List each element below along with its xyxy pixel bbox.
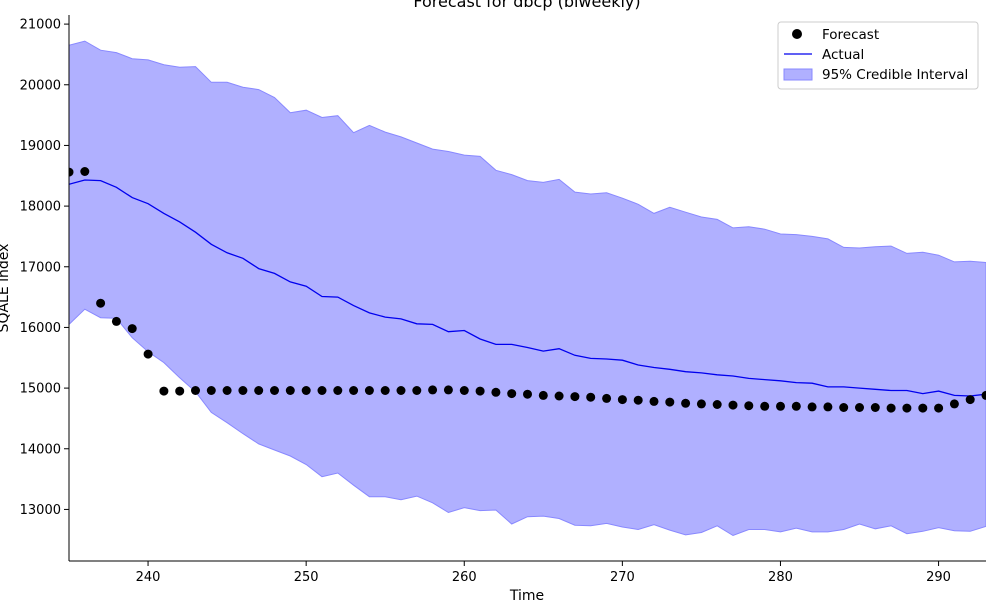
- x-tick-label: 290: [926, 570, 951, 585]
- forecast-point: [191, 386, 200, 395]
- forecast-point: [602, 393, 612, 403]
- y-tick-label: 19000: [20, 139, 61, 154]
- legend-interval-marker: [783, 68, 813, 81]
- forecast-point: [333, 386, 343, 395]
- forecast-point: [823, 402, 833, 412]
- forecast-point: [270, 386, 279, 395]
- forecast-point: [238, 386, 248, 395]
- forecast-point: [96, 298, 106, 308]
- forecast-point: [206, 386, 216, 395]
- forecast-point: [981, 390, 986, 400]
- forecast-point: [681, 398, 691, 408]
- forecast-point: [396, 386, 406, 395]
- forecast-point: [570, 392, 580, 402]
- forecast-point: [523, 389, 532, 399]
- legend-actual-label: Actual: [822, 47, 864, 63]
- forecast-point: [839, 403, 849, 412]
- x-tick-label: 240: [136, 570, 161, 585]
- forecast-point: [807, 402, 817, 412]
- forecast-point: [649, 396, 659, 406]
- x-tick-label: 250: [294, 570, 319, 585]
- x-tick-label: 280: [768, 570, 793, 585]
- forecast-point: [175, 386, 185, 396]
- forecast-point: [412, 386, 422, 395]
- forecast-point: [317, 386, 327, 395]
- forecast-point: [491, 387, 501, 397]
- y-tick-label: 20000: [20, 78, 61, 93]
- forecast-point: [475, 386, 485, 396]
- forecast-point: [285, 386, 295, 395]
- forecast-point: [886, 403, 896, 413]
- forecast-point: [949, 399, 959, 409]
- y-tick-label: 18000: [20, 200, 61, 215]
- forecast-point: [538, 390, 548, 400]
- forecast-point: [696, 399, 706, 409]
- y-tick-label: 13000: [20, 503, 61, 518]
- forecast-point: [69, 167, 74, 177]
- forecast-point: [633, 395, 643, 405]
- forecast-point: [934, 403, 944, 413]
- y-tick-label: 21000: [20, 18, 61, 33]
- forecast-point: [617, 395, 627, 405]
- chart-title: Forecast for dbcp (biweekly): [413, 0, 640, 11]
- forecast-point: [254, 386, 264, 395]
- y-ticks: 13000 14000 15000 16000 17000 18000 19000 20000…: [20, 18, 69, 518]
- forecast-point: [776, 401, 785, 411]
- forecast-point: [428, 385, 438, 395]
- forecast-point: [80, 167, 90, 176]
- legend-forecast-label: Forecast: [822, 27, 879, 43]
- y-tick-label: 17000: [20, 260, 61, 275]
- x-tick-label: 270: [610, 570, 635, 585]
- forecast-point: [111, 316, 121, 326]
- forecast-point: [744, 401, 754, 411]
- legend-frame: [777, 21, 979, 90]
- forecast-point: [222, 386, 232, 395]
- forecast-point: [349, 386, 359, 395]
- y-axis-label: SQALE index: [0, 244, 12, 333]
- forecast-point: [443, 385, 453, 395]
- forecast-point: [855, 403, 864, 412]
- forecast-point: [554, 391, 564, 401]
- forecast-point: [918, 403, 928, 413]
- y-tick-label: 14000: [20, 442, 61, 457]
- forecast-point: [712, 400, 722, 409]
- forecast-point: [159, 386, 169, 396]
- forecast-point: [760, 401, 770, 411]
- forecast-point: [791, 401, 801, 411]
- forecast-point: [364, 386, 374, 395]
- forecast-point: [870, 403, 880, 412]
- x-axis-label: Time: [509, 588, 544, 600]
- forecast-point: [380, 386, 390, 395]
- legend: Forecast Actual 95% Credible Interval: [777, 21, 979, 90]
- legend-interval-label: 95% Credible Interval: [822, 67, 968, 83]
- axes: 240 250 260 270 280 290 130001400015000160001…: [20, 15, 986, 585]
- x-tick-label: 260: [452, 570, 477, 585]
- forecast-point: [143, 349, 153, 359]
- forecast-point: [459, 386, 469, 395]
- plot-area: [69, 40, 986, 537]
- forecast-point: [665, 397, 675, 407]
- forecast-point: [127, 324, 137, 334]
- forecast-point: [902, 403, 912, 413]
- actual-line: [69, 179, 986, 397]
- y-tick-label: 15000: [20, 382, 61, 397]
- x-ticks: 240 250 260 270 280 290: [136, 561, 951, 585]
- y-tick-label: 16000: [20, 321, 61, 336]
- forecast-point: [728, 400, 738, 410]
- forecast-point: [301, 386, 311, 395]
- forecast-point: [586, 392, 596, 402]
- credible-interval-band: [69, 40, 986, 537]
- legend-forecast-marker: [792, 29, 802, 39]
- forecast-point: [507, 389, 517, 399]
- forecast-point: [965, 395, 975, 405]
